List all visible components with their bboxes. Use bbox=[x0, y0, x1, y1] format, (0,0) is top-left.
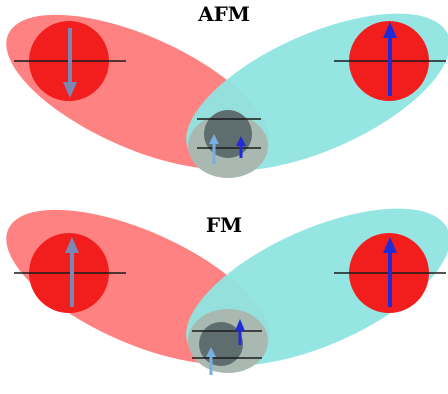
left-metal-atom bbox=[14, 233, 126, 313]
ligand-atom bbox=[197, 110, 261, 164]
fm-diagram bbox=[6, 208, 448, 375]
left-metal-atom bbox=[14, 21, 126, 101]
afm-panel: AFM bbox=[6, 2, 448, 178]
fm-title: FM bbox=[205, 213, 243, 237]
right-metal-atom bbox=[334, 21, 446, 101]
afm-diagram bbox=[6, 13, 448, 178]
ligand-dark-spin-arrow-icon bbox=[236, 136, 246, 158]
fm-panel: FM bbox=[0, 207, 448, 394]
spin-up-arrow-icon bbox=[383, 22, 397, 96]
ligand-light-spin-arrow-icon bbox=[209, 134, 219, 164]
ligand-light-spin-arrow-icon bbox=[206, 347, 216, 375]
ligand-atom bbox=[192, 319, 262, 375]
right-metal-atom bbox=[334, 233, 446, 313]
ligand-dark-spin-arrow-icon bbox=[235, 319, 245, 345]
spin-up-arrow-icon bbox=[383, 237, 397, 307]
spin-up-arrow-icon bbox=[65, 237, 79, 307]
spin-down-arrow-icon bbox=[63, 28, 77, 98]
afm-title: AFM bbox=[198, 2, 250, 26]
